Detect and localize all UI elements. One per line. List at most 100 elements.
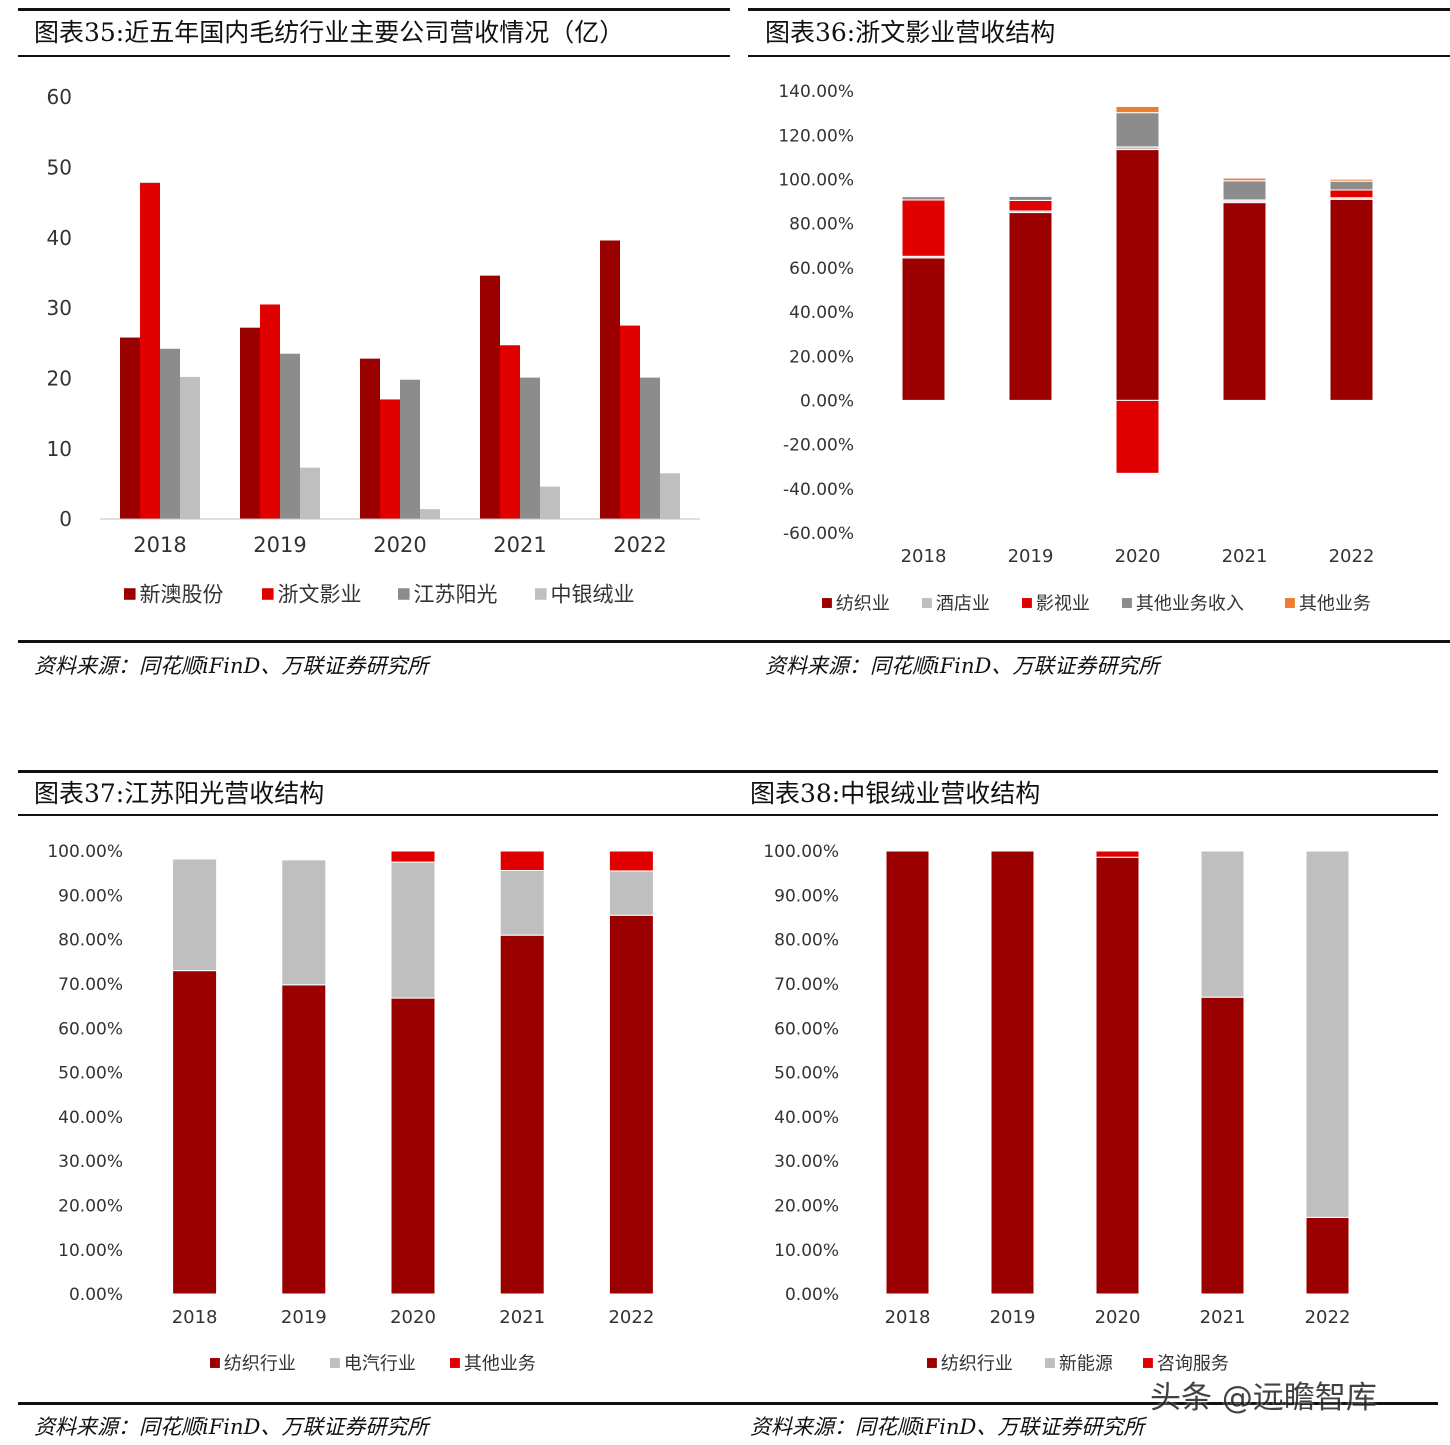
c38-bar-segment — [990, 850, 1035, 1295]
c38-bar-segment — [1200, 996, 1245, 1295]
c35-bar — [240, 327, 260, 519]
chart35-title: 图表35:近五年国内毛纺行业主要公司营收情况（亿） — [34, 18, 625, 47]
c35-legend-label: 浙文影业 — [278, 583, 362, 607]
c35-bar — [640, 377, 660, 519]
c37-ytick-label: 90.00% — [58, 886, 123, 906]
c37-bar-segment — [608, 870, 654, 916]
c37-bar-segment — [499, 869, 545, 936]
c35-category-label: 2018 — [133, 533, 186, 557]
chart35-source: 资料来源：同花顺iFinD、万联证券研究所 — [34, 654, 429, 678]
c35-category-label: 2020 — [373, 533, 426, 557]
c35-bar — [660, 473, 680, 519]
c37-legend-swatch — [450, 1358, 460, 1368]
c36-bar-segment — [1329, 198, 1374, 401]
c35-bar — [620, 325, 640, 519]
c35-category-label: 2022 — [613, 533, 666, 557]
c36-bar-segment — [901, 257, 946, 401]
c36-legend-swatch — [922, 598, 932, 608]
c38-ytick-label: 20.00% — [774, 1197, 839, 1217]
c35-bar — [280, 353, 300, 519]
c38-category-label: 2018 — [885, 1307, 931, 1328]
c36-bar-segment — [1115, 149, 1160, 401]
c37-category-label: 2021 — [499, 1307, 545, 1328]
c37-ytick-label: 40.00% — [58, 1108, 123, 1128]
c37-bar-segment — [390, 850, 436, 863]
c36-ytick-label: 140.00% — [778, 82, 854, 102]
c35-legend-swatch — [124, 588, 136, 600]
c37-ytick-label: 100.00% — [47, 842, 123, 862]
c38-bar-segment — [1305, 850, 1350, 1218]
c37-legend-label: 纺织行业 — [224, 1353, 296, 1374]
c36-legend-label: 其他业务收入 — [1136, 593, 1244, 614]
c35-legend-swatch — [535, 588, 547, 600]
c35-ytick-label: 60 — [47, 85, 72, 109]
c35-bar — [180, 376, 200, 519]
c35-legend-label: 新澳股份 — [140, 583, 224, 607]
c35-bar — [600, 240, 620, 520]
c36-ytick-label: 80.00% — [789, 215, 854, 235]
c36-ytick-label: 120.00% — [778, 126, 854, 146]
c36-legend-label: 纺织业 — [836, 593, 890, 614]
c36-bar-segment — [1329, 178, 1374, 182]
c36-bar-segment — [1222, 202, 1267, 401]
bottom-rule-lower — [18, 1402, 1438, 1405]
c37-ytick-label: 20.00% — [58, 1197, 123, 1217]
c37-category-label: 2018 — [172, 1307, 218, 1328]
c36-legend-swatch — [1122, 598, 1132, 608]
c38-category-label: 2020 — [1095, 1307, 1141, 1328]
c36-legend-label: 酒店业 — [936, 593, 990, 614]
c38-bar-segment — [885, 850, 930, 1295]
c38-category-label: 2019 — [990, 1307, 1036, 1328]
c36-bar-segment — [1008, 212, 1053, 401]
chart36-source: 资料来源：同花顺iFinD、万联证券研究所 — [765, 654, 1160, 678]
c38-ytick-label: 30.00% — [774, 1152, 839, 1172]
c37-bar-segment — [172, 858, 218, 972]
c38-category-label: 2021 — [1200, 1307, 1246, 1328]
c37-ytick-label: 60.00% — [58, 1019, 123, 1039]
c37-category-label: 2022 — [608, 1307, 654, 1328]
c37-ytick-label: 30.00% — [58, 1152, 123, 1172]
c37-ytick-label: 50.00% — [58, 1064, 123, 1084]
title-rule-lower — [18, 814, 1438, 816]
c38-legend-label: 新能源 — [1059, 1353, 1113, 1374]
c36-legend-swatch — [1022, 598, 1032, 608]
watermark-text: 头条 @远瞻智库 — [1150, 1380, 1377, 1416]
c35-legend-label: 中银绒业 — [551, 583, 635, 607]
c37-category-label: 2020 — [390, 1307, 436, 1328]
c37-ytick-label: 10.00% — [58, 1241, 123, 1261]
c35-bar — [380, 399, 400, 519]
c36-ytick-label: 0.00% — [800, 392, 854, 412]
c38-ytick-label: 60.00% — [774, 1019, 839, 1039]
c36-legend-swatch — [1285, 598, 1295, 608]
c37-bar-segment — [281, 984, 327, 1295]
chart36-title: 图表36:浙文影业营收结构 — [765, 18, 1056, 47]
c35-bar — [400, 379, 420, 519]
c36-category-label: 2020 — [1115, 546, 1161, 567]
title-rule-right — [748, 55, 1450, 57]
c35-legend-swatch — [262, 588, 274, 600]
c35-bar — [260, 304, 280, 519]
c38-legend-label: 咨询服务 — [1157, 1353, 1229, 1374]
c35-bar — [500, 345, 520, 519]
c36-ytick-label: -60.00% — [783, 524, 854, 544]
c38-legend-swatch — [1045, 1358, 1055, 1368]
c37-legend-label: 电汽行业 — [344, 1353, 416, 1374]
c37-bar-segment — [608, 914, 654, 1295]
c37-legend-label: 其他业务 — [464, 1353, 536, 1374]
c36-category-label: 2022 — [1329, 546, 1375, 567]
c36-bar-segment — [1115, 105, 1160, 114]
top-rule-lower — [18, 770, 1438, 773]
c38-legend-swatch — [927, 1358, 937, 1368]
c35-ytick-label: 20 — [47, 367, 72, 391]
chart38-source: 资料来源：同花顺iFinD、万联证券研究所 — [750, 1415, 1145, 1439]
c36-ytick-label: 40.00% — [789, 303, 854, 323]
c38-ytick-label: 50.00% — [774, 1064, 839, 1084]
c36-legend-swatch — [822, 598, 832, 608]
bottom-rule-upper — [18, 640, 1450, 643]
c38-bar-segment — [1095, 850, 1140, 858]
c36-bar-segment — [1115, 399, 1160, 474]
c36-category-label: 2019 — [1008, 546, 1054, 567]
